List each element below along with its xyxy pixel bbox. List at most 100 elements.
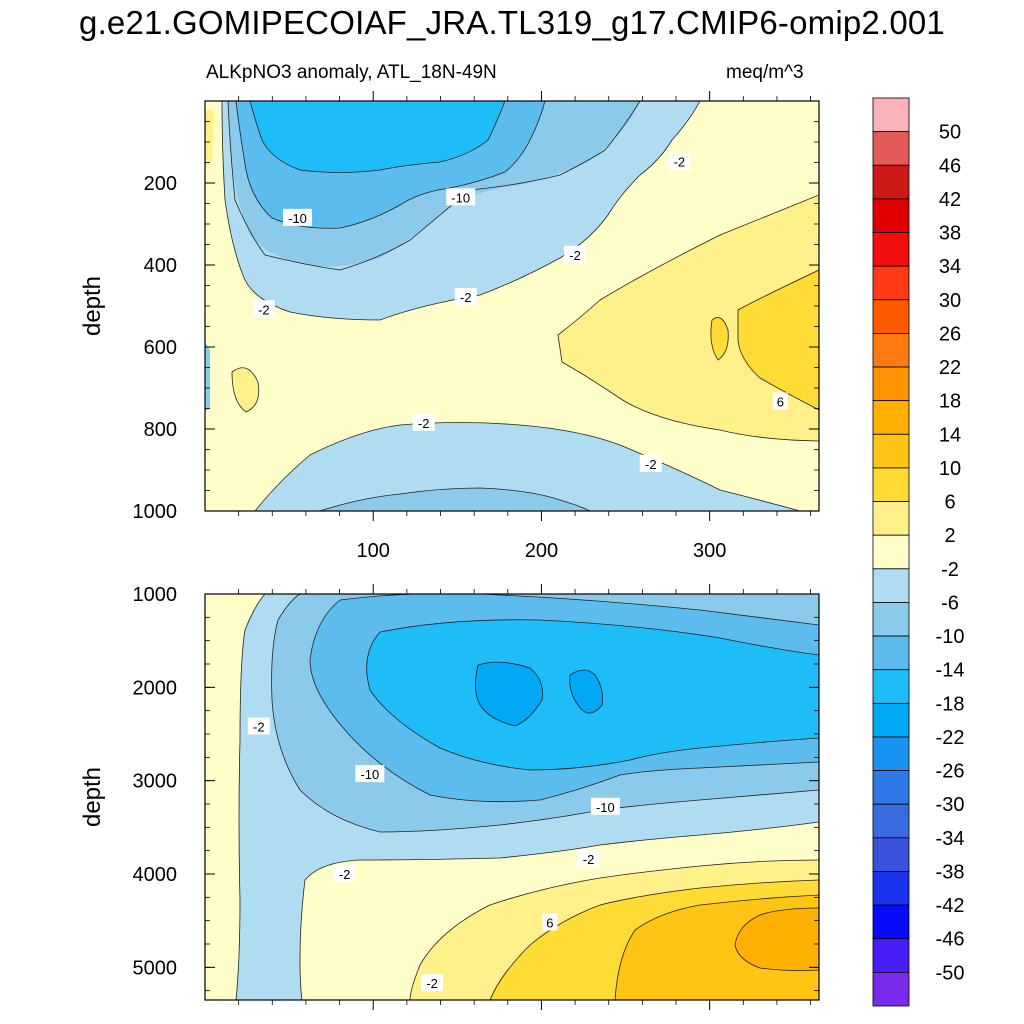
colorbar-label: -34 xyxy=(936,828,965,850)
y-tick-label: 800 xyxy=(144,419,177,441)
contour-label-box xyxy=(333,865,356,882)
colorbar-swatch xyxy=(872,736,910,771)
colorbar-label: 46 xyxy=(939,155,961,177)
colorbar-swatch xyxy=(872,333,910,368)
contour-label: -10 xyxy=(360,767,379,782)
colorbar-label: -6 xyxy=(941,592,959,614)
contour-label: -2 xyxy=(426,976,438,991)
y-tick-label: 200 xyxy=(144,173,177,195)
colorbar-label: 42 xyxy=(939,189,961,211)
colorbar-swatch xyxy=(872,635,910,671)
colorbar-swatch xyxy=(872,232,910,267)
contour-label: -10 xyxy=(451,190,470,205)
colorbar-label: -2 xyxy=(941,559,959,581)
colorbar-swatch xyxy=(872,871,910,906)
colorbar-swatch xyxy=(872,164,910,200)
y-tick-label: 4000 xyxy=(133,864,178,886)
contour-label: -2 xyxy=(583,852,595,867)
colorbar-swatch xyxy=(872,467,910,502)
figure-title: g.e21.GOMIPECOIAF_JRA.TL319_g17.CMIP6-om… xyxy=(79,4,945,41)
upper-panel-axes: 200 400 600 800 1000 100 200 300 depth xyxy=(79,91,819,562)
contour-label-box xyxy=(355,765,385,783)
lower-panel-fills xyxy=(205,594,819,1000)
contour-label: 6 xyxy=(777,395,784,410)
colorbar-swatch xyxy=(872,803,910,839)
contour-label-box xyxy=(590,797,620,815)
upper-panel-fills xyxy=(205,101,819,511)
contour-label-box xyxy=(446,188,476,206)
contour-label: -2 xyxy=(569,248,581,263)
colorbar-label: 6 xyxy=(944,492,955,514)
contour-label: -2 xyxy=(418,416,430,431)
colorbar-swatch xyxy=(872,669,910,704)
colorbar-swatch xyxy=(872,702,910,738)
colorbar-swatch xyxy=(872,770,910,805)
colorbar-swatch xyxy=(872,400,910,435)
colorbar-label: 22 xyxy=(939,357,961,379)
contour-label: -2 xyxy=(258,302,270,317)
contour-label: 6 xyxy=(546,916,553,931)
lower-panel-frame xyxy=(204,593,820,1001)
plot-subtitle-variable: ALKpNO3 anomaly, ATL_18N-49N xyxy=(206,62,497,83)
colorbar-label: 38 xyxy=(939,223,961,245)
lower-panel-contours xyxy=(235,594,819,1000)
y-tick-label: 400 xyxy=(144,255,177,277)
contour-label-box xyxy=(421,974,444,992)
contour-label-box xyxy=(772,392,788,410)
plot-subtitle-units: meq/m^3 xyxy=(726,62,804,83)
colorbar-swatch xyxy=(872,265,910,301)
colorbar-swatch xyxy=(872,938,910,973)
colorbar-label: -42 xyxy=(936,895,965,917)
colorbar-label: -18 xyxy=(936,693,965,715)
colorbar-swatch xyxy=(872,501,910,536)
lower-panel-axes: 1000 2000 3000 4000 5000 depth xyxy=(79,584,819,1010)
colorbar-label: -30 xyxy=(936,794,965,816)
colorbar-label: -14 xyxy=(936,660,965,682)
x-tick-label: 300 xyxy=(693,540,726,562)
contour-label-box xyxy=(247,717,270,735)
colorbar-swatch xyxy=(872,971,910,1007)
colorbar-label: 34 xyxy=(939,256,961,278)
colorbar-label: -46 xyxy=(936,929,965,951)
y-tick-label: 2000 xyxy=(133,677,178,699)
x-tick-label: 100 xyxy=(357,540,390,562)
contour-label: -10 xyxy=(288,211,307,226)
contour-label: -2 xyxy=(253,720,265,735)
colorbar-swatch xyxy=(872,366,910,402)
y-tick-label: 5000 xyxy=(133,957,178,979)
x-tick-label: 200 xyxy=(525,540,558,562)
colorbar-label: 14 xyxy=(939,424,961,446)
colorbar-label: 10 xyxy=(939,458,961,480)
contour-label-box xyxy=(542,913,558,931)
colorbar-label: 2 xyxy=(944,525,955,547)
y-axis-label: depth xyxy=(79,767,106,827)
contour-label: -2 xyxy=(674,155,686,170)
contour-label-box xyxy=(577,850,600,868)
colorbar-swatch xyxy=(872,602,910,637)
y-tick-label: 1000 xyxy=(133,584,178,606)
contour-label-box xyxy=(564,245,587,263)
colorbar-label: 26 xyxy=(939,323,961,345)
colorbar-swatch xyxy=(872,433,910,469)
colorbar-swatch xyxy=(872,299,910,334)
y-axis-label: depth xyxy=(79,276,106,336)
colorbar-label: -26 xyxy=(936,761,965,783)
colorbar-label: -50 xyxy=(936,962,965,984)
colorbar-swatch xyxy=(872,534,910,570)
contour-labels: -10 -10 -2 -2 -2 -2 6 -2 -2 -2 -10 -10 -2 -2 6 -2 xyxy=(247,152,788,992)
colorbar-swatch xyxy=(872,904,910,940)
colorbar: 50 46 42 38 34 30 26 22 18 14 10 6 2 -2 -6 -10 -14 -18 -22… xyxy=(872,97,965,1007)
contour-label-box xyxy=(668,152,691,170)
contour-label: -2 xyxy=(460,290,472,305)
colorbar-swatch xyxy=(872,568,910,603)
colorbar-label: 30 xyxy=(939,290,961,312)
colorbar-swatch xyxy=(872,131,910,166)
contour-label: -2 xyxy=(645,457,657,472)
y-tick-label: 3000 xyxy=(133,771,178,793)
contour-label-box xyxy=(252,300,275,318)
colorbar-label: 18 xyxy=(939,391,961,413)
contour-label-box xyxy=(412,413,435,431)
colorbar-label: -10 xyxy=(936,626,965,648)
colorbar-swatch xyxy=(872,198,910,233)
